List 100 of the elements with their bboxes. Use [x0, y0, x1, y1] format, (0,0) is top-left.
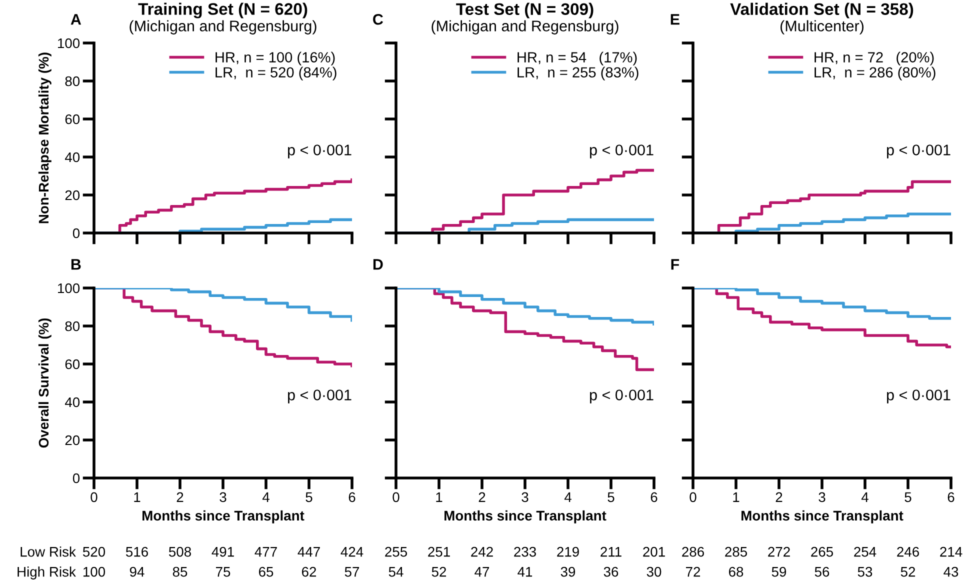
y-tick-label: 60 — [65, 114, 80, 124]
text: D — [373, 259, 383, 270]
annotation: p < 0·001 — [590, 390, 654, 404]
x-tick-label: 6 — [650, 492, 658, 502]
y-tick-label: 20 — [65, 190, 80, 200]
text: 57 — [344, 567, 360, 577]
text: 491 — [212, 546, 234, 557]
chart-subtitle: (Michigan and Regensburg) — [432, 20, 618, 34]
y-tick-label: 100 — [58, 283, 80, 294]
text: 477 — [254, 547, 277, 557]
text: 47 — [474, 567, 490, 577]
x-tick-label: 2 — [478, 492, 486, 502]
x-tick-label: 4 — [564, 492, 572, 502]
x-tick-label: 3 — [818, 492, 826, 502]
chart-subtitle: (Michigan and Regensburg) — [130, 20, 316, 34]
x-axis-title: Months since Transplant — [142, 510, 304, 524]
text: 54 — [388, 567, 404, 577]
legend-label: LR, n = 286 (80%) — [814, 66, 936, 80]
text: A — [70, 14, 82, 25]
text: 68 — [728, 566, 744, 577]
legend-label: HR, n = 100 (16%) — [216, 52, 335, 66]
x-tick-label: 3 — [220, 492, 226, 502]
text: 254 — [854, 546, 876, 557]
text: 286 — [682, 546, 704, 557]
y-tick-label: 40 — [64, 397, 80, 408]
x-tick-label: 1 — [733, 492, 740, 502]
x-tick-label: 5 — [608, 492, 614, 502]
annotation: p < 0·001 — [288, 390, 352, 404]
text: 59 — [772, 566, 786, 577]
text: 508 — [168, 546, 191, 557]
text: Low Risk — [20, 546, 76, 557]
text: 85 — [172, 566, 188, 577]
text: 201 — [643, 546, 665, 557]
text: 30 — [646, 566, 662, 577]
x-tick-label: 2 — [176, 492, 184, 502]
text: 211 — [600, 546, 622, 557]
x-tick-label: 5 — [306, 492, 312, 502]
x-tick-label: 5 — [904, 492, 912, 502]
text: 62 — [302, 566, 316, 577]
text: 72 — [686, 566, 700, 577]
text: 52 — [900, 566, 916, 577]
annotation: p < 0·001 — [590, 144, 654, 158]
text: 285 — [725, 546, 748, 557]
text: 94 — [130, 566, 144, 577]
chart-subtitle: (Multicenter) — [780, 20, 864, 34]
text: 424 — [340, 546, 364, 557]
text: 219 — [557, 546, 579, 557]
text: 447 — [298, 547, 320, 557]
x-tick-label: 4 — [861, 492, 868, 502]
y-tick-label: 40 — [64, 152, 80, 162]
x-tick-label: 0 — [90, 492, 98, 502]
text: 39 — [560, 566, 576, 577]
text: 56 — [814, 566, 830, 577]
text: 520 — [82, 546, 106, 557]
chart-title: Training Set (N = 620) — [138, 2, 308, 18]
annotation: p < 0·001 — [288, 144, 352, 158]
text: 265 — [811, 546, 834, 557]
text: 255 — [385, 546, 408, 557]
text: 516 — [126, 546, 148, 557]
text: 53 — [858, 566, 872, 577]
x-axis-title: Months since Transplant — [742, 510, 904, 524]
y-axis-title: Overall Survival (%) — [38, 318, 52, 448]
annotation: p < 0·001 — [887, 144, 950, 158]
x-tick-label: 6 — [348, 492, 356, 502]
legend-label: HR, n = 54 (17%) — [518, 52, 637, 66]
text: F — [671, 259, 680, 270]
text: B — [71, 259, 81, 270]
x-tick-label: 2 — [776, 492, 782, 502]
chart-title: Test Set (N = 309) — [456, 2, 594, 18]
text: 36 — [604, 566, 618, 577]
text: 75 — [216, 567, 230, 577]
text: 246 — [897, 546, 919, 557]
y-axis-title: Non-Relapse Mortality (%) — [38, 52, 52, 224]
y-tick-label: 80 — [65, 76, 80, 86]
legend-label: HR, n = 72 (20%) — [814, 52, 934, 66]
legend-label: LR, n = 255 (83%) — [518, 66, 638, 80]
text: 214 — [940, 546, 962, 557]
x-tick-label: 1 — [436, 492, 442, 502]
text: 242 — [471, 546, 493, 557]
text: E — [670, 14, 680, 25]
text: C — [373, 14, 384, 25]
x-axis-title: Months since Transplant — [444, 510, 606, 524]
x-tick-label: 6 — [948, 492, 954, 502]
text: 251 — [428, 546, 450, 557]
legend-label: LR, n = 520 (84%) — [216, 66, 336, 80]
y-tick-label: 100 — [58, 38, 80, 48]
text: 272 — [768, 546, 790, 557]
y-tick-label: 0 — [72, 473, 80, 484]
x-tick-label: 4 — [262, 492, 270, 502]
text: 52 — [432, 566, 446, 577]
x-tick-label: 0 — [392, 492, 400, 502]
y-tick-label: 60 — [65, 359, 80, 370]
y-tick-label: 0 — [72, 228, 80, 238]
text: 65 — [258, 566, 274, 577]
text: 41 — [518, 567, 532, 577]
text: 43 — [944, 566, 958, 577]
text: High Risk — [18, 566, 76, 580]
text: 233 — [514, 546, 536, 557]
y-tick-label: 80 — [65, 321, 80, 332]
annotation: p < 0·001 — [887, 390, 950, 404]
